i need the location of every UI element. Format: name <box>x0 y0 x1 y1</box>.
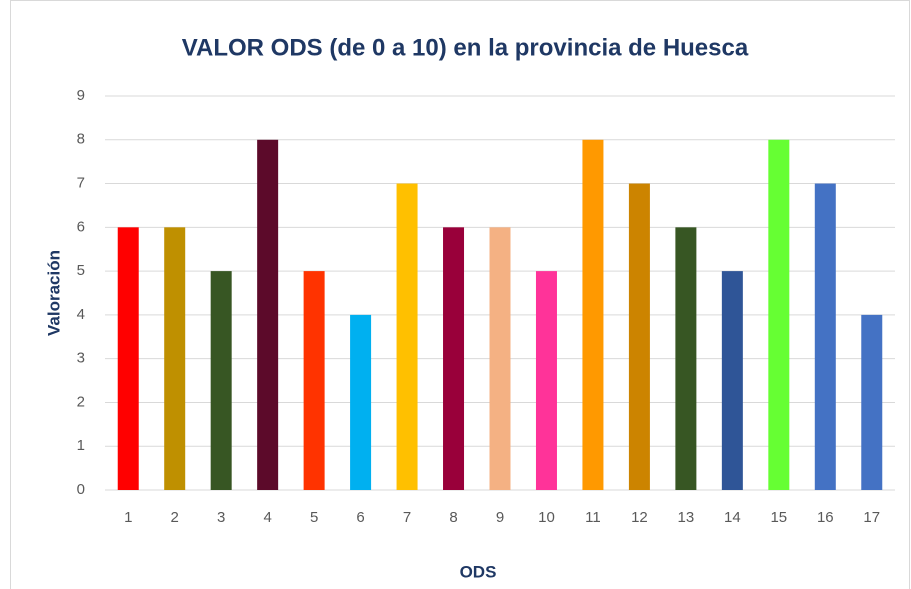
x-tick-label: 14 <box>724 509 741 526</box>
bar <box>535 271 557 490</box>
y-tick-label: 9 <box>77 87 85 104</box>
x-tick-label: 5 <box>310 509 318 526</box>
bar <box>117 227 139 491</box>
x-tick-label: 9 <box>496 509 504 526</box>
bar <box>164 227 186 491</box>
bar <box>814 183 836 491</box>
bar <box>396 183 418 491</box>
x-tick-label: 15 <box>770 509 787 526</box>
x-tick-label: 11 <box>585 509 601 526</box>
bar <box>675 227 697 491</box>
bar <box>210 271 232 490</box>
x-tick-label: 13 <box>678 509 695 526</box>
bar <box>443 227 465 491</box>
bar <box>350 314 372 490</box>
x-tick-label: 6 <box>356 509 364 526</box>
x-tick-label: 16 <box>817 509 834 526</box>
y-tick-label: 3 <box>77 350 85 367</box>
bar <box>489 227 511 491</box>
x-tick-label: 17 <box>863 509 880 526</box>
x-tick-label: 7 <box>403 509 411 526</box>
bar <box>257 139 279 490</box>
x-tick-label: 3 <box>217 509 225 526</box>
y-tick-label: 2 <box>77 393 85 410</box>
x-tick-label: 4 <box>263 509 271 526</box>
y-tick-label: 6 <box>77 218 85 235</box>
x-tick-label: 8 <box>449 509 457 526</box>
x-tick-label: 12 <box>631 509 648 526</box>
chart-title: VALOR ODS (de 0 a 10) en la provincia de… <box>182 34 749 61</box>
y-tick-label: 5 <box>77 262 85 279</box>
x-tick-label: 2 <box>171 509 179 526</box>
bar <box>303 271 325 490</box>
y-axis-label: Valoración <box>44 250 63 336</box>
bar <box>582 139 604 490</box>
bar <box>628 183 650 491</box>
y-tick-label: 0 <box>77 481 85 498</box>
x-tick-label: 1 <box>124 509 132 526</box>
y-tick-label: 1 <box>77 437 85 454</box>
x-axis-label: ODS <box>460 562 497 581</box>
y-tick-label: 4 <box>77 306 85 323</box>
bar <box>721 271 743 490</box>
bar <box>768 139 790 490</box>
y-tick-label: 8 <box>77 131 85 148</box>
y-tick-label: 7 <box>77 175 85 192</box>
x-tick-label: 10 <box>538 509 555 526</box>
bar <box>861 314 883 490</box>
